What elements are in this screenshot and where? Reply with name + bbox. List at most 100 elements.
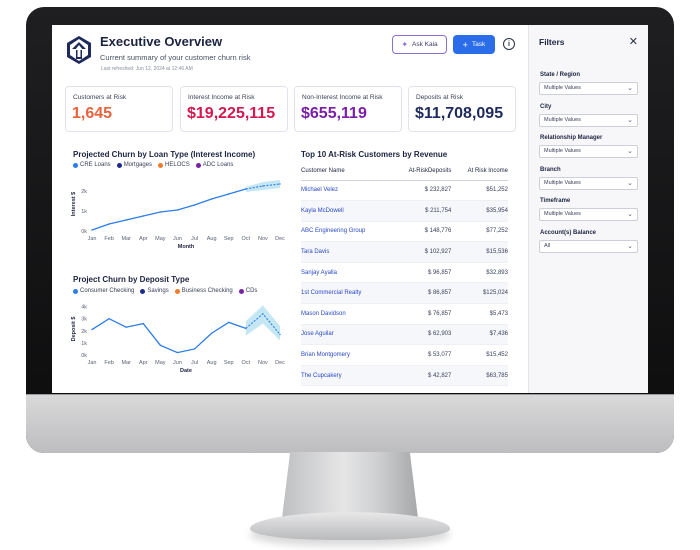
table-row[interactable]: The Cupcakery $ 42,827 $63,785 — [301, 365, 508, 387]
column-header-deposits[interactable]: At-RiskDeposits — [391, 163, 452, 181]
kpi-value: $19,225,115 — [187, 105, 276, 122]
sparkle-icon: ✦ — [401, 40, 409, 49]
customer-name-cell[interactable]: Kayla McDowell — [301, 200, 392, 222]
add-task-button[interactable]: + Task — [453, 35, 495, 54]
kpi-card-customers-at-risk: Customers at Risk 1,645 — [65, 86, 173, 132]
x-tick-label: Apr — [139, 360, 148, 366]
x-tick-label: Jul — [191, 360, 198, 366]
filter-select[interactable]: Multiple Values ⌄ — [539, 113, 638, 127]
table-row[interactable]: Michael Velez $ 232,827 $51,252 — [301, 180, 508, 202]
legend-item[interactable]: CRE Loans — [73, 162, 111, 168]
table-row[interactable]: Sanjay Ayalla $ 96,857 $32,893 — [301, 262, 508, 284]
data-point — [142, 215, 144, 217]
x-tick-label: Feb — [104, 236, 113, 242]
customer-name-cell[interactable]: Tara Davis — [301, 241, 392, 263]
income-cell: $7,436 — [451, 324, 508, 346]
table-row[interactable]: Jose Aguilar $ 62,903 $7,436 — [301, 324, 508, 346]
filter-select-value: Multiple Values — [544, 148, 581, 154]
kpi-value: 1,645 — [72, 105, 113, 122]
customer-name-cell[interactable]: Sanjay Ayalla — [301, 262, 392, 284]
chevron-down-icon: ⌄ — [627, 116, 633, 124]
filter-select[interactable]: Multiple Values ⌄ — [539, 82, 638, 95]
legend-swatch — [140, 288, 146, 294]
legend-label: ADC Loans — [202, 162, 234, 168]
table-row[interactable]: Tara Davis $ 102,927 $15,536 — [301, 241, 508, 263]
x-tick-label: Apr — [139, 236, 148, 242]
legend-swatch — [73, 288, 78, 294]
chevron-down-icon: ⌄ — [627, 242, 633, 250]
filter-select[interactable]: Multiple Values ⌄ — [539, 176, 638, 190]
dashboard-screen: Executive Overview Current summary of yo… — [52, 25, 648, 393]
filter-select[interactable]: All ⌄ — [539, 239, 638, 253]
deposit-churn-line-chart: 0k 1k 2k 3k 4k Deposit $ Jan Feb Mar Apr May Jun Jul… — [71, 305, 285, 374]
column-header-income[interactable]: At Risk Income — [451, 163, 508, 181]
legend-label: Mortgages — [123, 162, 153, 168]
filter-select[interactable]: Multiple Values ⌄ — [539, 208, 638, 221]
legend-item[interactable]: ADC Loans — [195, 162, 234, 168]
filters-title: Filters — [539, 37, 565, 47]
customer-name-cell[interactable]: The Cupcakery — [301, 365, 392, 387]
income-cell: $77,252 — [451, 221, 508, 243]
data-point — [210, 332, 213, 334]
legend-item[interactable]: Business Checking — [174, 288, 233, 294]
legend-label: Consumer Checking — [80, 288, 135, 294]
column-header-customer[interactable]: Customer Name — [301, 163, 392, 181]
y-tick-label: 4k — [81, 305, 87, 311]
data-point — [142, 322, 144, 325]
info-icon[interactable]: i — [503, 38, 515, 50]
chevron-down-icon: ⌄ — [627, 85, 633, 92]
legend-item[interactable]: Savings — [140, 288, 169, 294]
data-point — [108, 223, 110, 225]
x-tick-label: May — [155, 360, 166, 366]
y-axis-label: Deposit $ — [71, 317, 77, 342]
data-point — [176, 351, 179, 354]
x-tick-label: Sep — [224, 236, 234, 242]
series-line — [91, 188, 247, 231]
customer-name-cell[interactable]: Jose Aguilar — [301, 324, 392, 346]
table-row[interactable]: Mason Davidson $ 76,857 $5,473 — [301, 303, 508, 325]
x-axis-label: Month — [178, 244, 195, 250]
deposits-cell: $ 76,857 — [391, 303, 452, 325]
kpi-card-interest-income: Interest Income at Risk $19,225,115 — [180, 86, 288, 132]
legend-item[interactable]: Mortgages — [116, 162, 153, 168]
x-tick-label: Aug — [207, 360, 217, 366]
kpi-value: $655,119 — [301, 105, 367, 122]
table-row[interactable]: ABC Engineering Group $ 148,776 $77,252 — [301, 221, 508, 243]
data-point — [245, 188, 247, 190]
data-point — [262, 185, 264, 187]
data-point — [193, 348, 196, 350]
plus-icon: + — [462, 39, 468, 50]
close-icon[interactable]: ✕ — [628, 36, 638, 48]
table-row[interactable]: Brian Montgomery $ 53,077 $15,452 — [301, 344, 508, 366]
legend-item[interactable]: Consumer Checking — [73, 288, 134, 294]
legend-item[interactable]: CDs — [238, 288, 257, 294]
table-row[interactable]: 1st Commercial Realty $ 86,857 $125,024 — [301, 282, 508, 305]
main-panel: Executive Overview Current summary of yo… — [52, 25, 528, 393]
filter-select-value: All — [544, 242, 551, 249]
x-tick-label: Oct — [242, 236, 251, 242]
x-tick-label: May — [155, 236, 166, 242]
monitor-stand-base — [250, 512, 450, 540]
x-tick-label: Sep — [224, 360, 234, 366]
filter-select[interactable]: Multiple Values ⌄ — [539, 145, 638, 158]
deposits-cell: $ 96,857 — [391, 262, 452, 284]
page-subtitle: Current summary of your customer churn r… — [100, 53, 251, 62]
customer-name-cell[interactable]: ABC Engineering Group — [301, 221, 392, 243]
customer-name-cell[interactable]: Mason Davidson — [301, 303, 392, 325]
ask-kaia-button[interactable]: ✦ Ask Kaia — [392, 35, 447, 54]
legend-swatch — [158, 162, 164, 168]
legend-item[interactable]: HELOCS — [158, 162, 190, 168]
x-tick-label: Dec — [275, 236, 285, 242]
x-tick-label: Oct — [242, 360, 251, 366]
income-cell: $5,473 — [451, 303, 508, 325]
customer-name-cell[interactable]: Michael Velez — [301, 180, 392, 202]
loan-chart-title: Projected Churn by Loan Type (Interest I… — [73, 150, 256, 159]
table-row[interactable]: Kayla McDowell $ 211,754 $35,954 — [301, 200, 508, 222]
customer-name-cell[interactable]: Brian Montgomery — [301, 344, 392, 366]
legend-swatch — [73, 162, 78, 168]
deposits-cell: $ 42,827 — [391, 365, 452, 387]
kpi-label: Deposits at Risk — [416, 94, 463, 101]
customer-name-cell[interactable]: 1st Commercial Realty — [301, 282, 392, 305]
data-point — [262, 313, 264, 315]
